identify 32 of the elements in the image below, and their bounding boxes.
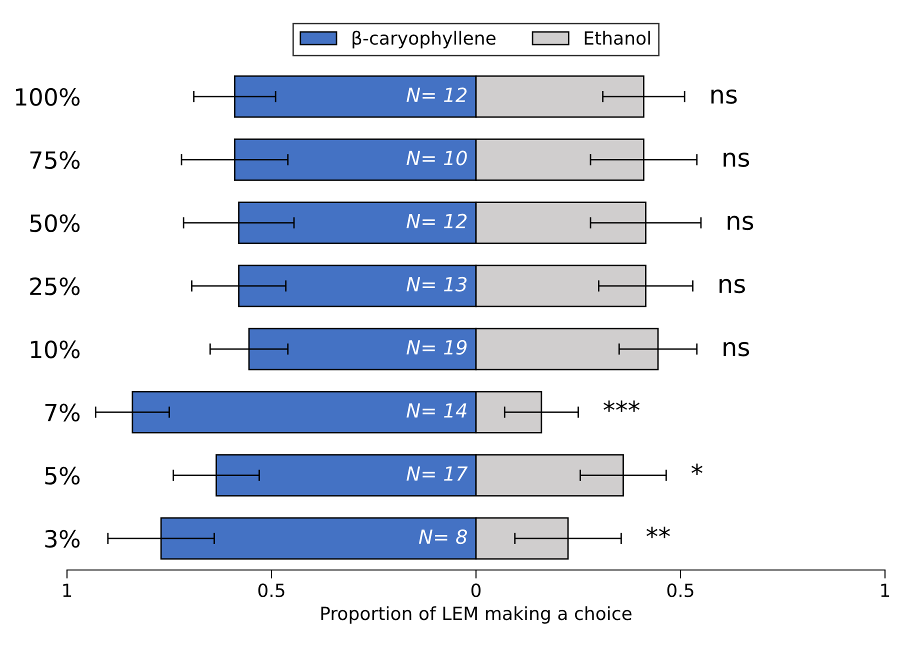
annotation: *** — [604, 400, 640, 412]
annotation: ns — [724, 152, 750, 167]
x-tick-label: 0 — [471, 584, 481, 598]
annotation: N= 13 — [406, 276, 467, 292]
x-tick-label: 0.5 — [258, 584, 284, 598]
annotation: ns — [724, 342, 750, 356]
annotation: N= 12 — [406, 214, 467, 228]
annotation: ns — [728, 216, 754, 230]
annotation: N= 17 — [406, 466, 468, 481]
y-tick-label: 10% — [31, 340, 80, 358]
y-tick-label: 5% — [45, 466, 80, 485]
legend-label: β-caryophyllene — [352, 30, 496, 48]
annotation: N= 19 — [406, 340, 467, 355]
legend-label: Ethanol — [584, 30, 650, 45]
annotation: N= 12 — [406, 87, 467, 102]
y-tick-label: 3% — [45, 530, 80, 548]
y-tick-label: 25% — [30, 277, 80, 296]
x-tick-label: 0.5 — [667, 584, 694, 598]
y-tick-label: 100% — [16, 88, 80, 106]
x-tick-label: 1 — [881, 584, 890, 597]
annotation: N= 14 — [406, 403, 466, 418]
annotation: ns — [720, 278, 745, 294]
annotation: N= 8 — [418, 529, 467, 544]
annotation: N= 10 — [406, 150, 467, 166]
x-axis-title: Proportion of LEM making a choice — [321, 606, 632, 624]
y-tick-label: 7% — [45, 404, 80, 422]
annotation: ** — [646, 526, 670, 538]
annotation: ns — [711, 89, 737, 104]
y-tick-label: 75% — [30, 151, 80, 169]
y-tick-label: 50% — [30, 214, 80, 232]
x-tick-label: 1 — [63, 584, 72, 597]
annotation: * — [691, 464, 702, 476]
